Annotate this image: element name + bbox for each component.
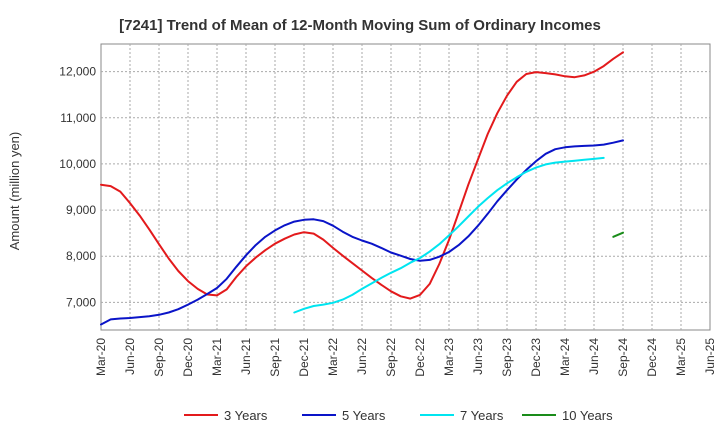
x-tick-label: Dec-20 xyxy=(181,338,195,377)
y-tick-label: 10,000 xyxy=(59,157,96,171)
x-tick-label: Sep-21 xyxy=(268,338,282,377)
series-line-5-years xyxy=(100,139,624,326)
x-tick-label: Sep-24 xyxy=(616,338,630,377)
x-tick-label: Jun-24 xyxy=(587,338,601,375)
x-tick-label: Mar-22 xyxy=(326,338,340,376)
plot-frame xyxy=(100,43,711,331)
y-tick-label: 7,000 xyxy=(66,295,96,309)
legend-label-10-years: 10 Years xyxy=(562,408,613,423)
legend: 3 Years 5 Years 7 Years 10 Years xyxy=(184,408,613,423)
x-tick-label: Jun-21 xyxy=(239,338,253,375)
plot-area xyxy=(100,43,711,331)
y-axis-ticks: 7,000 8,000 9,000 10,000 11,000 12,000 xyxy=(59,65,96,310)
legend-label-5-years: 5 Years xyxy=(342,408,386,423)
x-tick-label: Mar-23 xyxy=(442,338,456,376)
y-tick-label: 8,000 xyxy=(66,249,96,263)
legend-label-3-years: 3 Years xyxy=(224,408,268,423)
y-gridlines xyxy=(101,71,710,303)
y-tick-label: 11,000 xyxy=(60,111,96,125)
x-tick-label: Jun-23 xyxy=(471,338,485,375)
x-axis-ticks: Mar-20 Jun-20 Sep-20 Dec-20 Mar-21 Jun-21 Sep-… xyxy=(94,338,717,377)
chart-title: [7241] Trend of Mean of 12-Month Moving … xyxy=(119,17,601,34)
series-line-7-years xyxy=(293,156,605,314)
x-tick-label: Mar-25 xyxy=(674,338,688,376)
x-tick-label: Mar-21 xyxy=(210,338,224,376)
series-lines xyxy=(100,51,624,326)
x-tick-label: Sep-22 xyxy=(384,338,398,377)
series-line-3-years xyxy=(100,51,624,300)
x-tick-label: Sep-23 xyxy=(500,338,514,377)
x-tick-label: Sep-20 xyxy=(152,338,166,377)
y-axis-title: Amount (million yen) xyxy=(7,132,22,251)
x-tick-label: Dec-21 xyxy=(297,338,311,377)
x-tick-label: Mar-20 xyxy=(94,338,108,376)
x-tick-label: Dec-23 xyxy=(529,338,543,377)
x-tick-label: Dec-24 xyxy=(645,338,659,377)
legend-label-7-years: 7 Years xyxy=(460,408,504,423)
series-line-10-years xyxy=(612,231,624,238)
y-tick-label: 9,000 xyxy=(66,203,96,217)
x-tick-label: Dec-22 xyxy=(413,338,427,377)
x-tick-label: Jun-20 xyxy=(123,338,137,375)
y-tick-label: 12,000 xyxy=(59,65,96,79)
x-tick-label: Jun-22 xyxy=(355,338,369,375)
x-tick-label: Jun-25 xyxy=(703,338,717,375)
x-tick-label: Mar-24 xyxy=(558,338,572,376)
